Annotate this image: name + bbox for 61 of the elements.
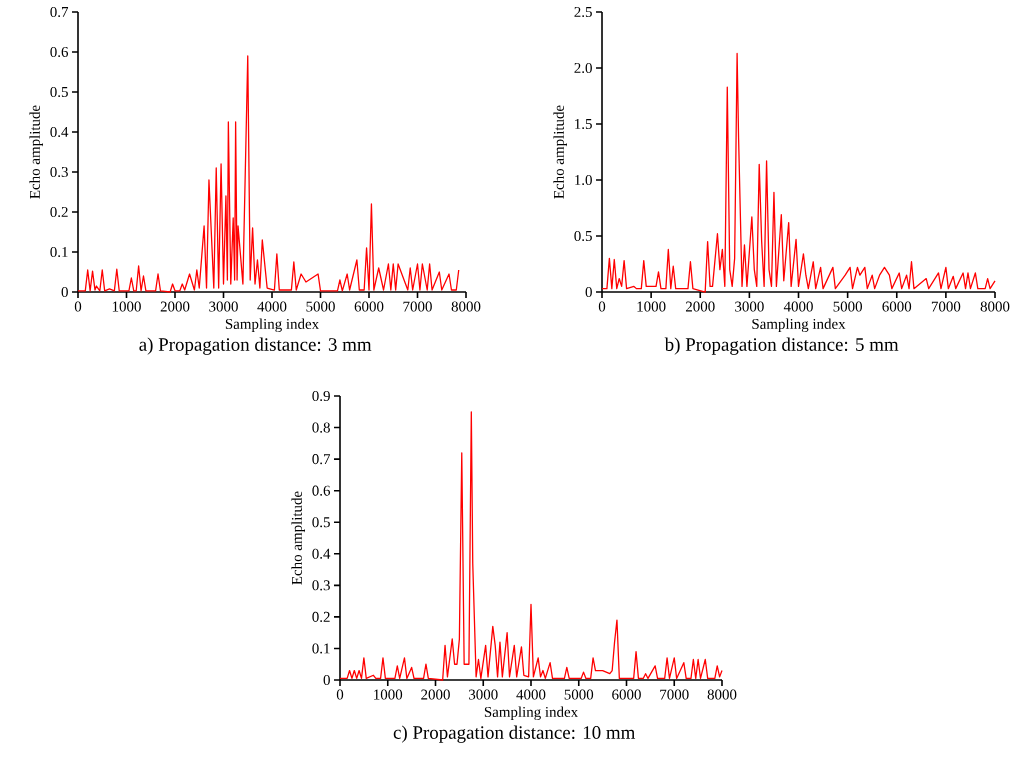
x-tick-label: 4000 — [516, 689, 546, 700]
y-tick-label: 0.3 — [312, 580, 330, 591]
y-tick-label: 0 — [585, 286, 592, 298]
y-tick-label: 1.0 — [575, 174, 592, 186]
x-tick-label: 8000 — [707, 689, 737, 700]
text: b) Propagation distance: 5 mm — [664, 337, 899, 355]
x-tick-label: 4000 — [783, 301, 813, 312]
y-tick-label: 0.3 — [50, 166, 68, 178]
y-tick-label: 0.5 — [50, 86, 68, 98]
y-tick-label: 0.6 — [50, 46, 69, 58]
x-tick-label: 3000 — [469, 689, 498, 700]
y-axis-title: Echo amplitude — [553, 105, 567, 199]
x-tick-label: 7000 — [403, 301, 432, 312]
x-tick-label: 0 — [598, 301, 606, 312]
x-tick-label: 0 — [336, 689, 344, 700]
x-tick-label: 5000 — [833, 301, 863, 312]
y-tick-label: 0.6 — [312, 485, 331, 496]
x-tick-label: 6000 — [354, 301, 384, 312]
y-tick-label: 0.5 — [312, 517, 330, 528]
x-tick-label: 1000 — [374, 689, 403, 700]
x-tick-label: 2000 — [685, 301, 715, 312]
y-tick-label: 0.8 — [312, 422, 330, 433]
y-tick-label: 0.7 — [312, 454, 331, 465]
x-tick-label: 7000 — [660, 689, 689, 700]
x-tick-label: 5000 — [306, 301, 335, 312]
y-tick-label: 0.4 — [50, 126, 69, 138]
x-tick-label: 3000 — [209, 301, 238, 312]
y-tick-label: 0.2 — [312, 611, 330, 622]
x-axis-title: Sampling index — [752, 318, 846, 333]
y-axis-title: Echo amplitude — [291, 491, 305, 585]
x-tick-label: 6000 — [612, 689, 641, 700]
y-tick-label: 2.0 — [574, 62, 592, 74]
text: c) Propagation distance: 10 mm — [393, 725, 636, 743]
x-tick-label: 1000 — [637, 301, 666, 312]
x-tick-label: 4000 — [257, 301, 287, 312]
y-tick-label: 0.7 — [50, 6, 69, 18]
y-tick-label: 0.2 — [50, 206, 68, 218]
x-tick-label: 3000 — [735, 301, 764, 312]
x-tick-label: 5000 — [564, 689, 594, 700]
y-tick-label: 0.1 — [312, 643, 330, 654]
y-tick-label: 0.1 — [50, 246, 68, 258]
y-tick-label: 1.5 — [575, 118, 592, 130]
x-tick-label: 2000 — [160, 301, 190, 312]
y-axis-title: Echo amplitude — [29, 105, 43, 199]
y-tick-label: 0 — [61, 286, 68, 298]
y-tick-label: 0 — [323, 674, 330, 686]
x-tick-label: 6000 — [882, 301, 912, 312]
line-series — [77, 55, 460, 293]
x-tick-label: 2000 — [421, 689, 450, 700]
y-tick-label: 2.5 — [574, 6, 592, 18]
x-tick-label: 0 — [74, 301, 82, 312]
x-axis-title: Sampling index — [484, 706, 578, 721]
text: a) Propagation distance: 3 mm — [139, 337, 372, 355]
x-tick-label: 8000 — [980, 301, 1010, 312]
y-tick-label: 0.4 — [312, 548, 331, 559]
y-tick-label: 0.9 — [312, 390, 330, 402]
x-axis-title: Sampling index — [225, 318, 319, 333]
y-tick-label: 0.5 — [574, 230, 592, 242]
x-tick-label: 8000 — [451, 301, 481, 312]
x-tick-label: 7000 — [931, 301, 961, 312]
x-tick-label: 1000 — [112, 301, 141, 312]
